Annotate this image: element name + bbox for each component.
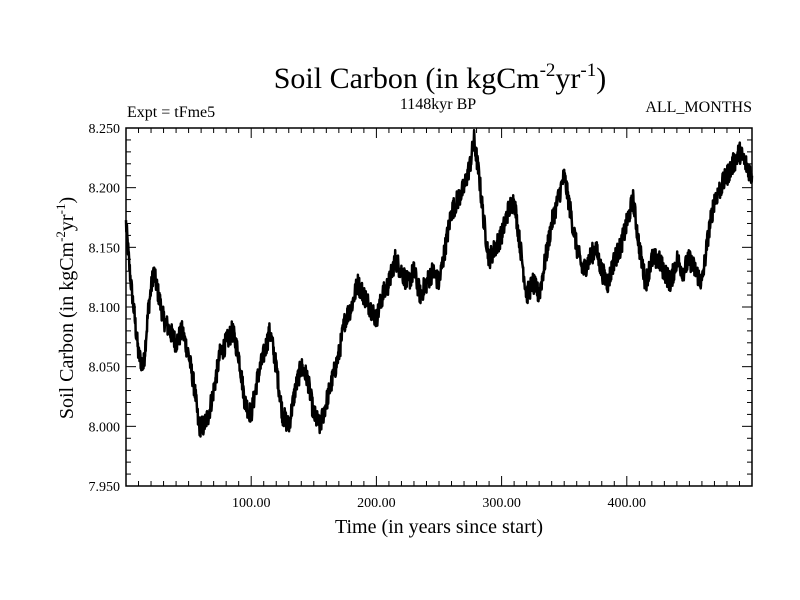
months-label: ALL_MONTHS — [645, 99, 752, 116]
y-tick-label: 8.150 — [89, 241, 121, 256]
x-tick-label: 200.00 — [357, 496, 396, 511]
soil-carbon-series-line — [124, 128, 754, 438]
y-tick-label: 8.050 — [89, 361, 121, 376]
y-tick-label: 8.100 — [89, 301, 121, 316]
period-label: 1148kyr BP — [400, 96, 476, 113]
x-tick-label: 100.00 — [232, 496, 271, 511]
y-tick-label: 7.950 — [89, 480, 121, 495]
axis-ticks — [126, 128, 752, 486]
y-tick-label: 8.250 — [89, 122, 121, 137]
plot-frame — [125, 127, 753, 487]
x-tick-label: 400.00 — [608, 496, 647, 511]
y-tick-label: 8.200 — [89, 182, 121, 197]
x-axis-label: Time (in years since start) — [335, 516, 543, 538]
x-tick-label: 300.00 — [482, 496, 521, 511]
chart-title: Soil Carbon (in kgCm-2yr-1) — [274, 60, 607, 95]
tick-labels: 100.00 200.00 300.00 400.00 7.950 8.000 8.050 8… — [89, 122, 647, 511]
y-tick-label: 8.000 — [89, 420, 121, 435]
experiment-label: Expt = tFme5 — [127, 104, 215, 121]
y-axis-label: Soil Carbon (in kgCm-2yr-1) — [53, 197, 78, 419]
